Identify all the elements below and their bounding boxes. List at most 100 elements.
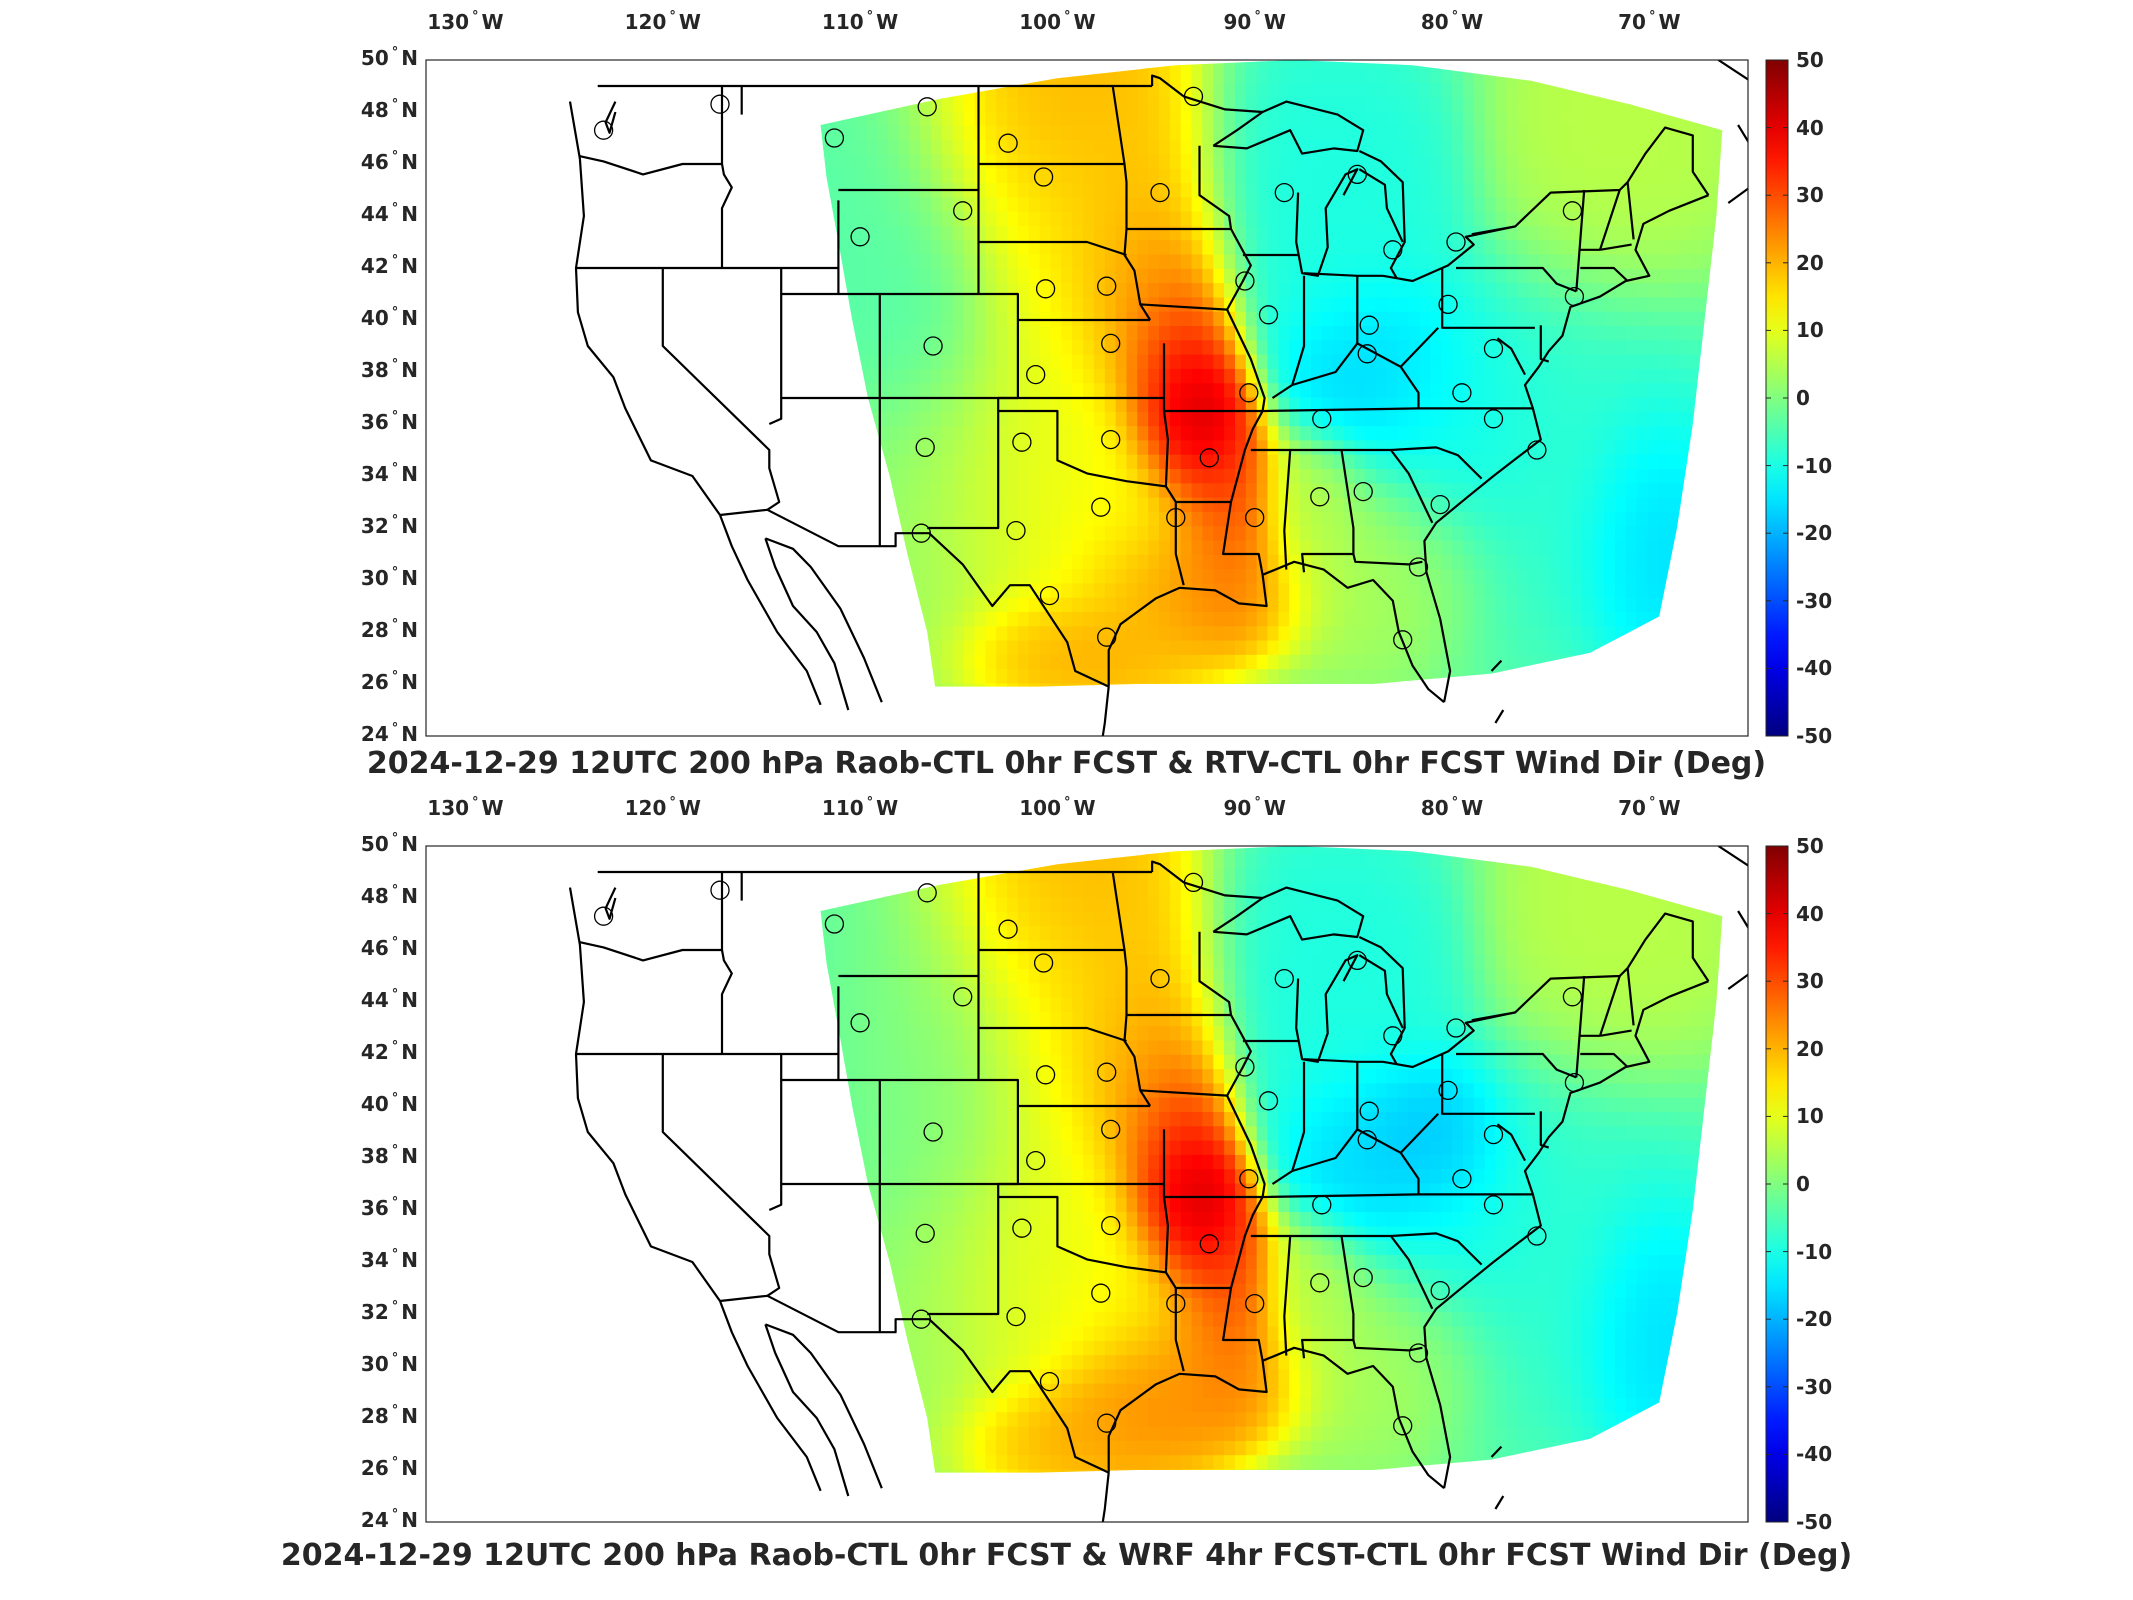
longitude-value: 80 — [1420, 796, 1449, 820]
border-line — [1496, 337, 1526, 376]
raob-station-marker — [1408, 557, 1429, 577]
border-line — [661, 268, 781, 511]
colorbar-tick-label: -30 — [1796, 1374, 1833, 1399]
latitude-label: 26 ° N — [338, 669, 418, 694]
raob-station-marker — [1483, 338, 1504, 359]
colorbar-tick-label: -20 — [1796, 521, 1833, 546]
border-line — [1456, 1052, 1577, 1079]
raob-station-marker — [1258, 1091, 1279, 1111]
raob-station-marker — [1310, 487, 1330, 507]
longitude-label: 80 ° W — [1420, 795, 1483, 820]
raob-stations — [593, 86, 1585, 650]
border-line — [579, 155, 722, 176]
border-line — [1626, 182, 1635, 240]
longitude-hemisphere: W — [678, 796, 701, 820]
longitude-hemisphere: W — [1263, 10, 1286, 34]
longitude-hemisphere: W — [1461, 10, 1484, 34]
border-line — [1283, 449, 1292, 570]
latitude-value: 44 — [360, 202, 389, 226]
latitude-label: 30 ° N — [338, 1351, 418, 1376]
raob-station-marker — [1035, 279, 1056, 299]
raob-station-marker — [1091, 1283, 1111, 1303]
border-line — [1441, 1054, 1535, 1115]
longitude-value: 130 — [427, 10, 470, 34]
border-line — [1250, 1232, 1483, 1266]
raob-station-marker — [593, 906, 614, 926]
colorbar-tick-label: -20 — [1796, 1307, 1833, 1332]
raob-station-marker — [1393, 630, 1413, 650]
raob-station-marker — [1347, 950, 1367, 971]
latitude-value: 36 — [360, 1196, 389, 1220]
degree-symbol: ° — [1451, 9, 1459, 24]
border-line — [764, 538, 850, 711]
border-line — [1271, 275, 1306, 399]
raob-station-marker — [911, 1309, 931, 1329]
degree-symbol: ° — [391, 1143, 399, 1158]
border-line — [661, 1054, 781, 1297]
degree-symbol: ° — [866, 9, 874, 24]
panel-title-bottom: 2024-12-29 12UTC 200 hPa Raob-CTL 0hr FC… — [280, 1538, 1853, 1573]
colorbar-tick-label: 30 — [1796, 183, 1824, 208]
raob-station-marker — [1452, 383, 1472, 403]
latitude-label: 48 ° N — [338, 97, 418, 122]
border-line — [978, 1026, 1127, 1043]
longitude-hemisphere: W — [1073, 10, 1096, 34]
border-line — [1221, 1095, 1266, 1362]
colorbar-tick-label: -10 — [1796, 1239, 1833, 1264]
border-line — [1471, 126, 1710, 236]
degree-symbol: ° — [1254, 795, 1261, 810]
raob-station-marker — [1483, 1124, 1504, 1145]
raob-station-marker — [710, 94, 730, 114]
border-line — [1580, 266, 1629, 282]
raob-station-marker — [1564, 1072, 1585, 1093]
raob-station-marker — [1430, 494, 1450, 515]
latitude-label: 40 ° N — [338, 1091, 418, 1116]
border-line — [1212, 886, 1365, 941]
raob-station-marker — [1359, 1101, 1379, 1121]
border-line — [1580, 1052, 1629, 1068]
border-line — [768, 1054, 783, 1212]
raob-station-marker — [1357, 1130, 1377, 1150]
raob-station-marker — [1562, 987, 1583, 1007]
border-line — [1352, 553, 1423, 566]
raob-station-marker — [1150, 182, 1170, 203]
raob-station-marker — [1097, 627, 1117, 647]
degree-symbol: ° — [391, 1039, 399, 1054]
border-line — [1140, 931, 1252, 1097]
raob-station-marker — [1199, 448, 1219, 468]
raob-station-marker — [998, 133, 1018, 153]
raob-station-marker — [953, 201, 973, 221]
border-line — [1356, 342, 1420, 409]
raob-station-marker — [1235, 1057, 1255, 1077]
longitude-value: 90 — [1223, 10, 1252, 34]
colorbar-tick-label: 50 — [1796, 48, 1824, 72]
latitude-hemisphere: N — [401, 936, 418, 960]
border-line — [998, 409, 1167, 488]
border-line — [1291, 1061, 1359, 1173]
latitude-hemisphere: N — [401, 1508, 418, 1532]
border-line — [1358, 954, 1404, 1029]
raob-station-marker — [1383, 1026, 1403, 1046]
raob-station-marker — [1026, 1150, 1046, 1171]
latitude-value: 38 — [360, 1144, 389, 1168]
raob-station-marker — [1312, 409, 1332, 429]
latitude-label: 34 ° N — [338, 461, 418, 486]
degree-symbol: ° — [391, 97, 399, 112]
raob-station-marker — [1239, 383, 1259, 403]
border-line — [1737, 124, 1748, 144]
latitude-value: 36 — [360, 410, 389, 434]
degree-symbol: ° — [1648, 9, 1656, 24]
border-line — [1358, 150, 1406, 279]
latitude-value: 28 — [360, 618, 389, 642]
raob-station-marker — [923, 336, 943, 356]
degree-symbol: ° — [669, 795, 676, 810]
border-line — [1727, 973, 1748, 990]
latitude-label: 24 ° N — [338, 721, 418, 746]
raob-station-marker — [1166, 1293, 1186, 1314]
latitude-value: 46 — [360, 936, 389, 960]
latitude-label: 50 ° N — [338, 45, 418, 70]
border-line — [1295, 954, 1359, 1063]
border-line — [1107, 560, 1445, 704]
colorbar-tick-label: 40 — [1796, 115, 1824, 140]
colorbar-tick-label: -50 — [1796, 724, 1833, 748]
